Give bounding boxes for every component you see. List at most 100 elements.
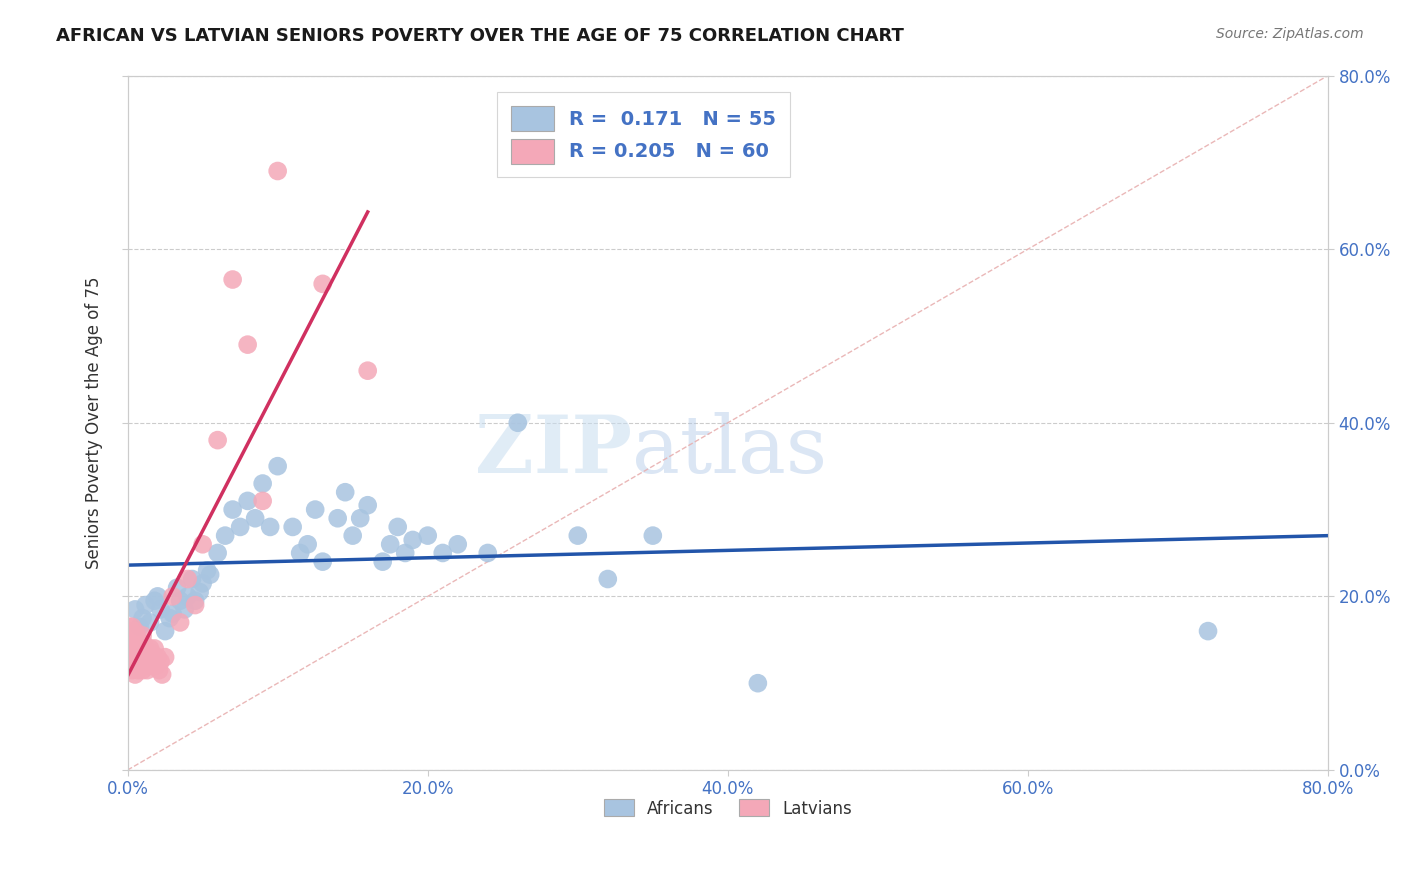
Point [387, 520, 409, 534]
Point [243, 511, 266, 525]
Point [259, 520, 281, 534]
Point [125, 628, 148, 642]
Point [349, 511, 371, 525]
Point [394, 546, 416, 560]
Point [145, 658, 167, 673]
Point [191, 537, 214, 551]
Point [380, 537, 402, 551]
Point [207, 546, 229, 560]
Point [142, 655, 165, 669]
Point [118, 658, 141, 673]
Point [221, 502, 243, 516]
Point [150, 667, 173, 681]
Point [139, 658, 162, 673]
Point [131, 611, 153, 625]
Point [118, 628, 141, 642]
Point [121, 620, 143, 634]
Text: atlas: atlas [631, 411, 827, 490]
Point [288, 546, 311, 560]
Point [131, 628, 153, 642]
Point [122, 628, 145, 642]
Point [236, 337, 259, 351]
Point [153, 624, 176, 639]
Text: Source: ZipAtlas.com: Source: ZipAtlas.com [1216, 27, 1364, 41]
Point [149, 602, 172, 616]
Point [120, 624, 142, 639]
Point [169, 615, 191, 630]
Point [136, 663, 159, 677]
Point [128, 650, 150, 665]
Point [122, 658, 145, 673]
Point [131, 646, 153, 660]
Point [198, 567, 221, 582]
Text: ZIP: ZIP [475, 411, 631, 490]
Point [357, 364, 380, 378]
Point [162, 607, 184, 621]
Point [146, 650, 169, 665]
Point [447, 537, 470, 551]
Point [129, 641, 152, 656]
Point [371, 555, 394, 569]
Point [124, 667, 146, 681]
Point [357, 498, 380, 512]
Point [125, 658, 148, 673]
Point [132, 637, 155, 651]
Point [266, 164, 288, 178]
Point [176, 590, 198, 604]
Point [191, 576, 214, 591]
Point [416, 528, 439, 542]
Point [121, 650, 143, 665]
Point [135, 658, 157, 673]
Point [1197, 624, 1219, 639]
Point [166, 581, 188, 595]
Point [135, 641, 157, 656]
Point [148, 663, 170, 677]
Point [477, 546, 499, 560]
Point [567, 528, 589, 542]
Point [432, 546, 454, 560]
Point [128, 620, 150, 634]
Point [121, 637, 143, 651]
Legend: Africans, Latvians: Africans, Latvians [598, 793, 859, 824]
Point [125, 641, 148, 656]
Point [124, 637, 146, 651]
Point [236, 494, 259, 508]
Point [131, 663, 153, 677]
Point [143, 593, 166, 607]
Point [169, 593, 191, 607]
Point [342, 528, 364, 542]
Point [143, 641, 166, 656]
Point [127, 632, 149, 647]
Point [266, 459, 288, 474]
Point [128, 637, 150, 651]
Point [402, 533, 425, 547]
Point [118, 637, 141, 651]
Point [326, 511, 349, 525]
Point [335, 485, 357, 500]
Y-axis label: Seniors Poverty Over the Age of 75: Seniors Poverty Over the Age of 75 [86, 277, 103, 569]
Point [120, 655, 142, 669]
Point [135, 598, 157, 612]
Point [124, 624, 146, 639]
Point [184, 593, 207, 607]
Point [252, 476, 274, 491]
Point [136, 646, 159, 660]
Text: AFRICAN VS LATVIAN SENIORS POVERTY OVER THE AGE OF 75 CORRELATION CHART: AFRICAN VS LATVIAN SENIORS POVERTY OVER … [56, 27, 904, 45]
Point [146, 590, 169, 604]
Point [124, 602, 146, 616]
Point [195, 563, 218, 577]
Point [312, 277, 335, 291]
Point [281, 520, 304, 534]
Point [124, 650, 146, 665]
Point [118, 620, 141, 634]
Point [214, 528, 236, 542]
Point [121, 663, 143, 677]
Point [221, 272, 243, 286]
Point [304, 502, 326, 516]
Point [139, 641, 162, 656]
Point [132, 655, 155, 669]
Point [139, 615, 162, 630]
Point [162, 590, 184, 604]
Point [297, 537, 319, 551]
Point [506, 416, 529, 430]
